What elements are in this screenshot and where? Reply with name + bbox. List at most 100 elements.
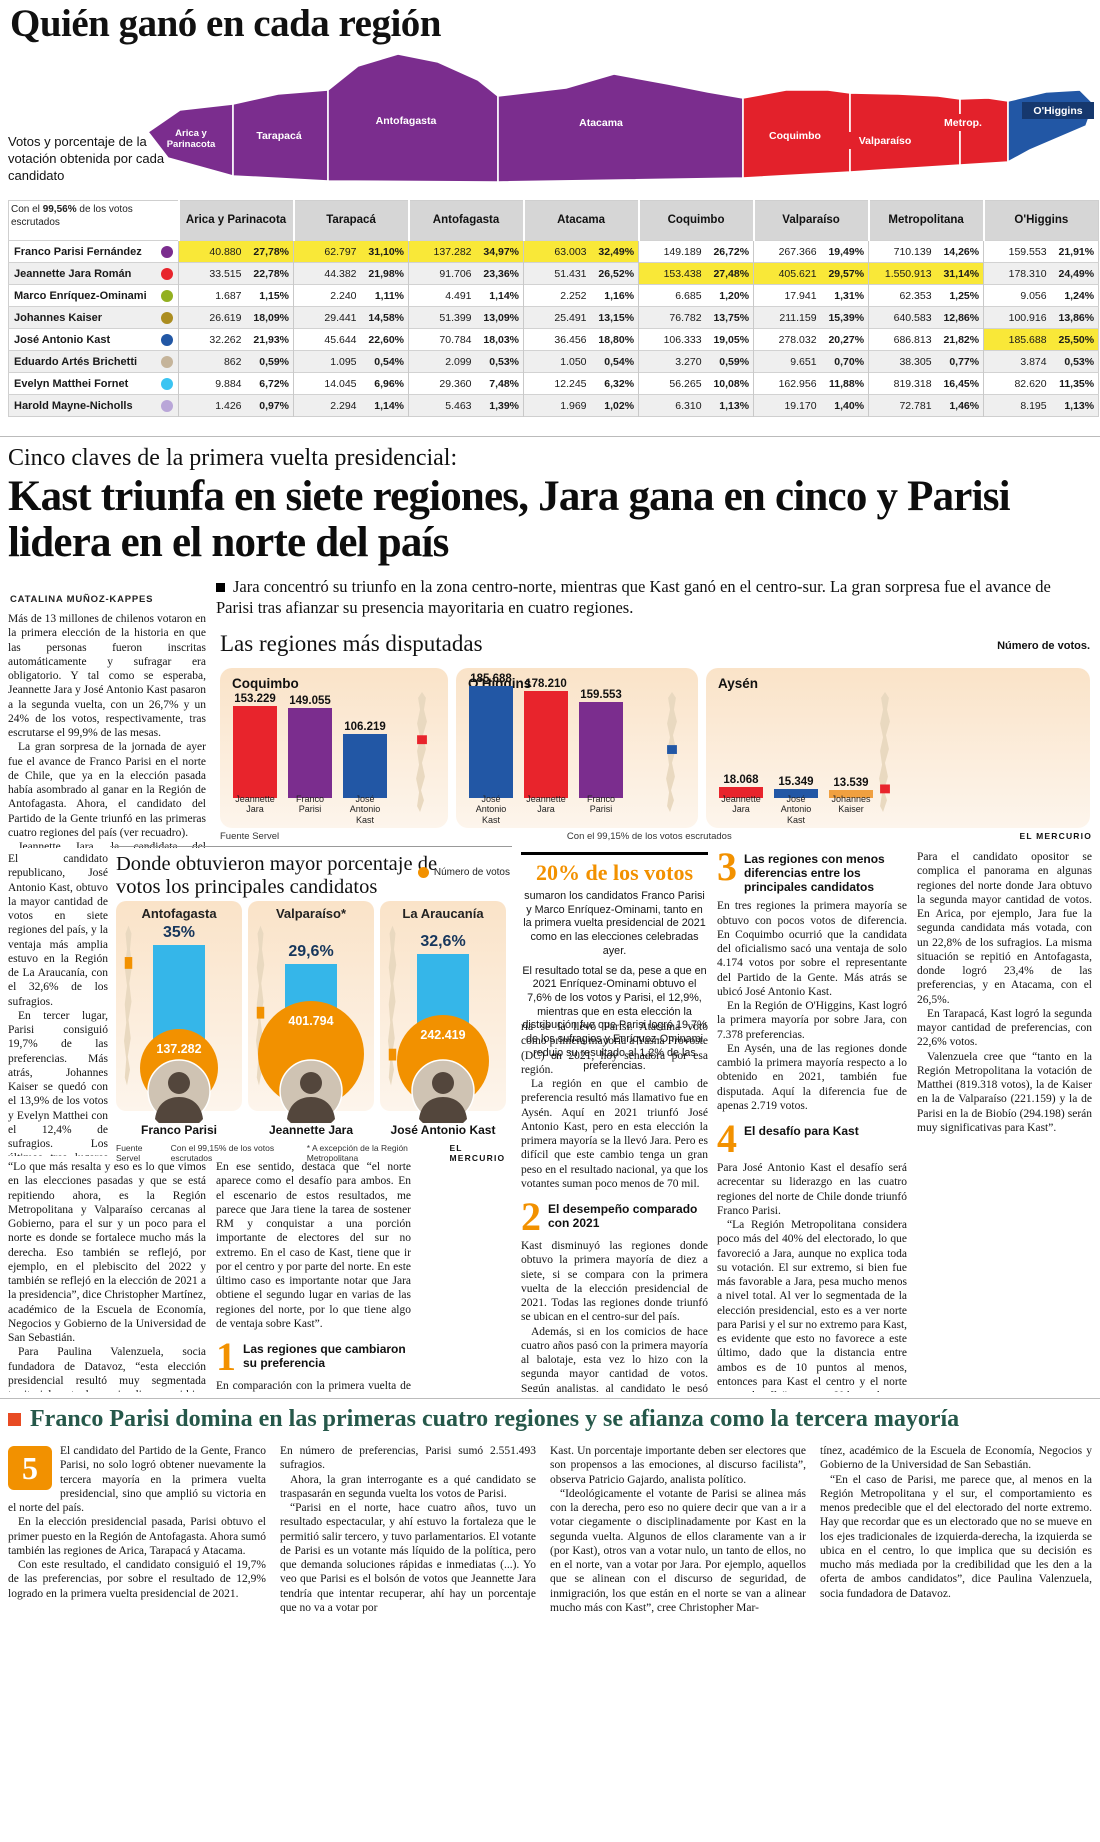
section-3-body: En tres regiones la primera mayoría se o… [717,899,907,1113]
bars-group: 153.229 149.055 106.219 [232,670,388,798]
votes-cell: 686.813 [868,328,935,351]
chart-scrutiny: Con el 99,15% de los votos escrutados [566,831,732,842]
percentage-panel: La Araucanía 32,6% 242.419 [380,901,506,1131]
paragraph: El resultado total se da, pese a que en … [522,964,707,1073]
votes-cell: 32.262 [178,328,245,351]
percent-cell: 19,49% [828,245,865,258]
percent-cell: 0,59% [259,355,290,368]
percent-cell: 13,15% [598,311,635,324]
percent-cell: 16,45% [943,377,980,390]
bar-column: 149.055 [287,670,333,798]
section-2-number: 2 [521,1194,541,1239]
votes-cell: 278.032 [753,328,820,351]
votes-cell: 40.880 [178,240,245,263]
best-percentage-chart: Donde obtuvieron mayor porcentaje de vot… [110,846,512,1163]
map-region-ohiggins [1007,89,1095,163]
votes-cell: 51.431 [523,262,590,285]
candidate-row: Marco Enríquez-Ominami 1.687 1,15% 2.240 1,1… [8,284,1099,307]
section-1-title: Las regiones que cambiaron su preferenci… [243,1342,406,1371]
votes-cell: 19.170 [753,394,820,417]
paragraph: Kast. Un porcentaje importante deben ser… [550,1445,806,1486]
pct-panels: Antofagasta 35% 137.282 Valparaíso* 29,6% 401… [116,901,506,1131]
map-label-coquimbo: Coquimbo [769,130,821,142]
paragraph: En tercer lugar, Parisi consiguió 19,7% … [8,1009,108,1156]
map-labelbox-metrop [936,114,990,131]
votes-cell: 267.366 [753,240,820,263]
region-title: La Araucanía [402,906,484,921]
divider [0,1398,1100,1399]
column-2-post: En comparación con la primera vuelta de … [216,1379,411,1392]
paragraph: “Lo que más resalta y eso es lo que vimo… [8,1161,206,1344]
candidate-color-dot [161,267,173,280]
percent-cell: 22,78% [253,267,290,280]
votes-cell: 862 [178,350,245,373]
paragraph: “Ideológicamente el votante de Parisi se… [550,1487,806,1614]
votes-cell: 153.438 [638,262,705,285]
candidate-name: Harold Mayne-Nicholls [14,399,133,412]
section-4-number: 4 [717,1116,737,1162]
bar-value-label: 159.553 [580,689,622,701]
percentage-label: 32,6% [420,933,466,950]
legend-label: Número de votos [433,867,510,878]
votes-cell: 178.310 [983,262,1050,285]
bar [469,686,513,798]
percent-cell: 1,13% [1064,399,1095,412]
candidate-name: Jeannette Jara Román [14,267,132,280]
section-1-number: 1 [216,1334,236,1379]
percent-cell: 7,48% [489,377,520,390]
deck: Jara concentró su triunfo en la zona cen… [216,576,1088,619]
candidate-row: Evelyn Matthei Fornet 9.884 6,72% 14.045 6,9… [8,372,1099,395]
bar-names-row: Jeannette Jara Franco Parisi José Antonio … [232,794,388,825]
percent-cell: 1,14% [489,289,520,302]
percent-cell: 18,80% [598,333,635,346]
results-table: Con el 99,56% de los votos escrutados Ar… [8,200,1100,417]
votes-cell: 36.456 [523,328,590,351]
map-region-metropolitana [959,97,1009,166]
percent-cell: 27,78% [244,240,294,263]
bar [524,691,568,798]
candidate-color-dot [161,333,173,346]
column-2-pre: En ese sentido, destaca que “el norte ap… [216,1160,411,1331]
candidate-name: Franco Parisi Fernández [14,245,142,258]
percent-cell: 12,86% [943,311,980,324]
candidate-color-dot [161,311,173,324]
votes-cell: 405.621 [753,262,820,285]
percent-cell: 11,35% [1059,377,1095,390]
results-table-body: Franco Parisi Fernández 40.880 27,78% 62.79… [8,240,1099,417]
deck-text: Jara concentró su triunfo en la zona cen… [216,577,1051,618]
percent-cell: 26,52% [598,267,635,280]
candidate-row: Eduardo Artés Brichetti 862 0,59% 1.095 0,54… [8,350,1099,373]
votes-cell: 1.687 [178,284,245,307]
percent-cell: 19,05% [713,333,750,346]
publisher-credit: EL MERCURIO [1019,831,1092,841]
chile-silhouette [662,690,682,814]
candidate-color-dot [161,289,173,302]
divider [0,436,1100,437]
votes-cell: 819.318 [868,372,935,395]
votes-label: 401.794 [288,1014,334,1028]
bar-value-label: 15.349 [778,776,814,788]
percent-cell: 18,09% [253,311,290,324]
percent-cell: 0,53% [489,355,520,368]
body-column-5: Para el candidato opositor se complica e… [917,850,1092,1392]
chile-silhouette [385,923,400,1088]
votes-cell: 137.282 [408,240,475,263]
bar-candidate-name: Franco Parisi [295,793,324,815]
map-caption: Votos y porcentaje de la votación obteni… [8,134,165,183]
votes-cell: 1.426 [178,394,245,417]
votes-cell: 17.941 [753,284,820,307]
votes-cell: 4.491 [408,284,475,307]
percent-cell: 0,54% [604,355,635,368]
votes-cell: 162.956 [753,372,820,395]
main-headline: Kast triunfa en siete regiones, Jara gan… [8,473,1011,566]
percent-cell: 27,48% [704,262,754,285]
percent-cell: 1,25% [949,289,980,302]
votes-cell: 12.245 [523,372,590,395]
paragraph: Jeannette Jara, la candidata del oficial… [18,841,206,848]
bottom-column-1-body: El candidato del Partido de la Gente, Fr… [8,1444,266,1601]
paragraph: Para José Antonio Kast el desafío será a… [717,1162,907,1217]
region-column-header: Arica y Parinacota [177,200,294,241]
chart-footer: Fuente Servel Con el 99,15% de los votos… [220,831,1092,842]
map-labelbox-ohiggins [1022,102,1094,119]
percent-cell: 31,10% [359,240,409,263]
